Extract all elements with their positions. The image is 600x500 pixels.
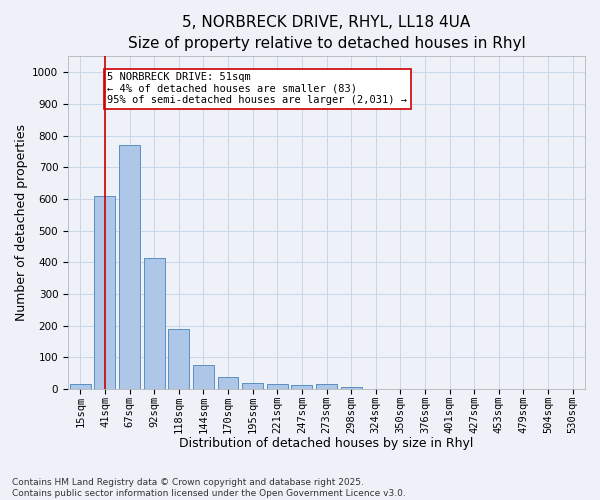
Text: Contains HM Land Registry data © Crown copyright and database right 2025.
Contai: Contains HM Land Registry data © Crown c… [12,478,406,498]
X-axis label: Distribution of detached houses by size in Rhyl: Distribution of detached houses by size … [179,437,473,450]
Bar [316,384,337,389]
Bar [341,388,362,389]
Text: 5 NORBRECK DRIVE: 51sqm
← 4% of detached houses are smaller (83)
95% of semi-det: 5 NORBRECK DRIVE: 51sqm ← 4% of detached… [107,72,407,106]
Bar [70,384,91,389]
Bar [292,386,313,389]
Bar [242,384,263,389]
Y-axis label: Number of detached properties: Number of detached properties [15,124,28,321]
Title: 5, NORBRECK DRIVE, RHYL, LL18 4UA
Size of property relative to detached houses i: 5, NORBRECK DRIVE, RHYL, LL18 4UA Size o… [128,15,526,51]
Bar [169,329,189,389]
Bar [94,196,115,389]
Bar [193,366,214,389]
Bar [119,145,140,389]
Bar [144,258,164,389]
Bar [267,384,288,389]
Bar [218,377,238,389]
